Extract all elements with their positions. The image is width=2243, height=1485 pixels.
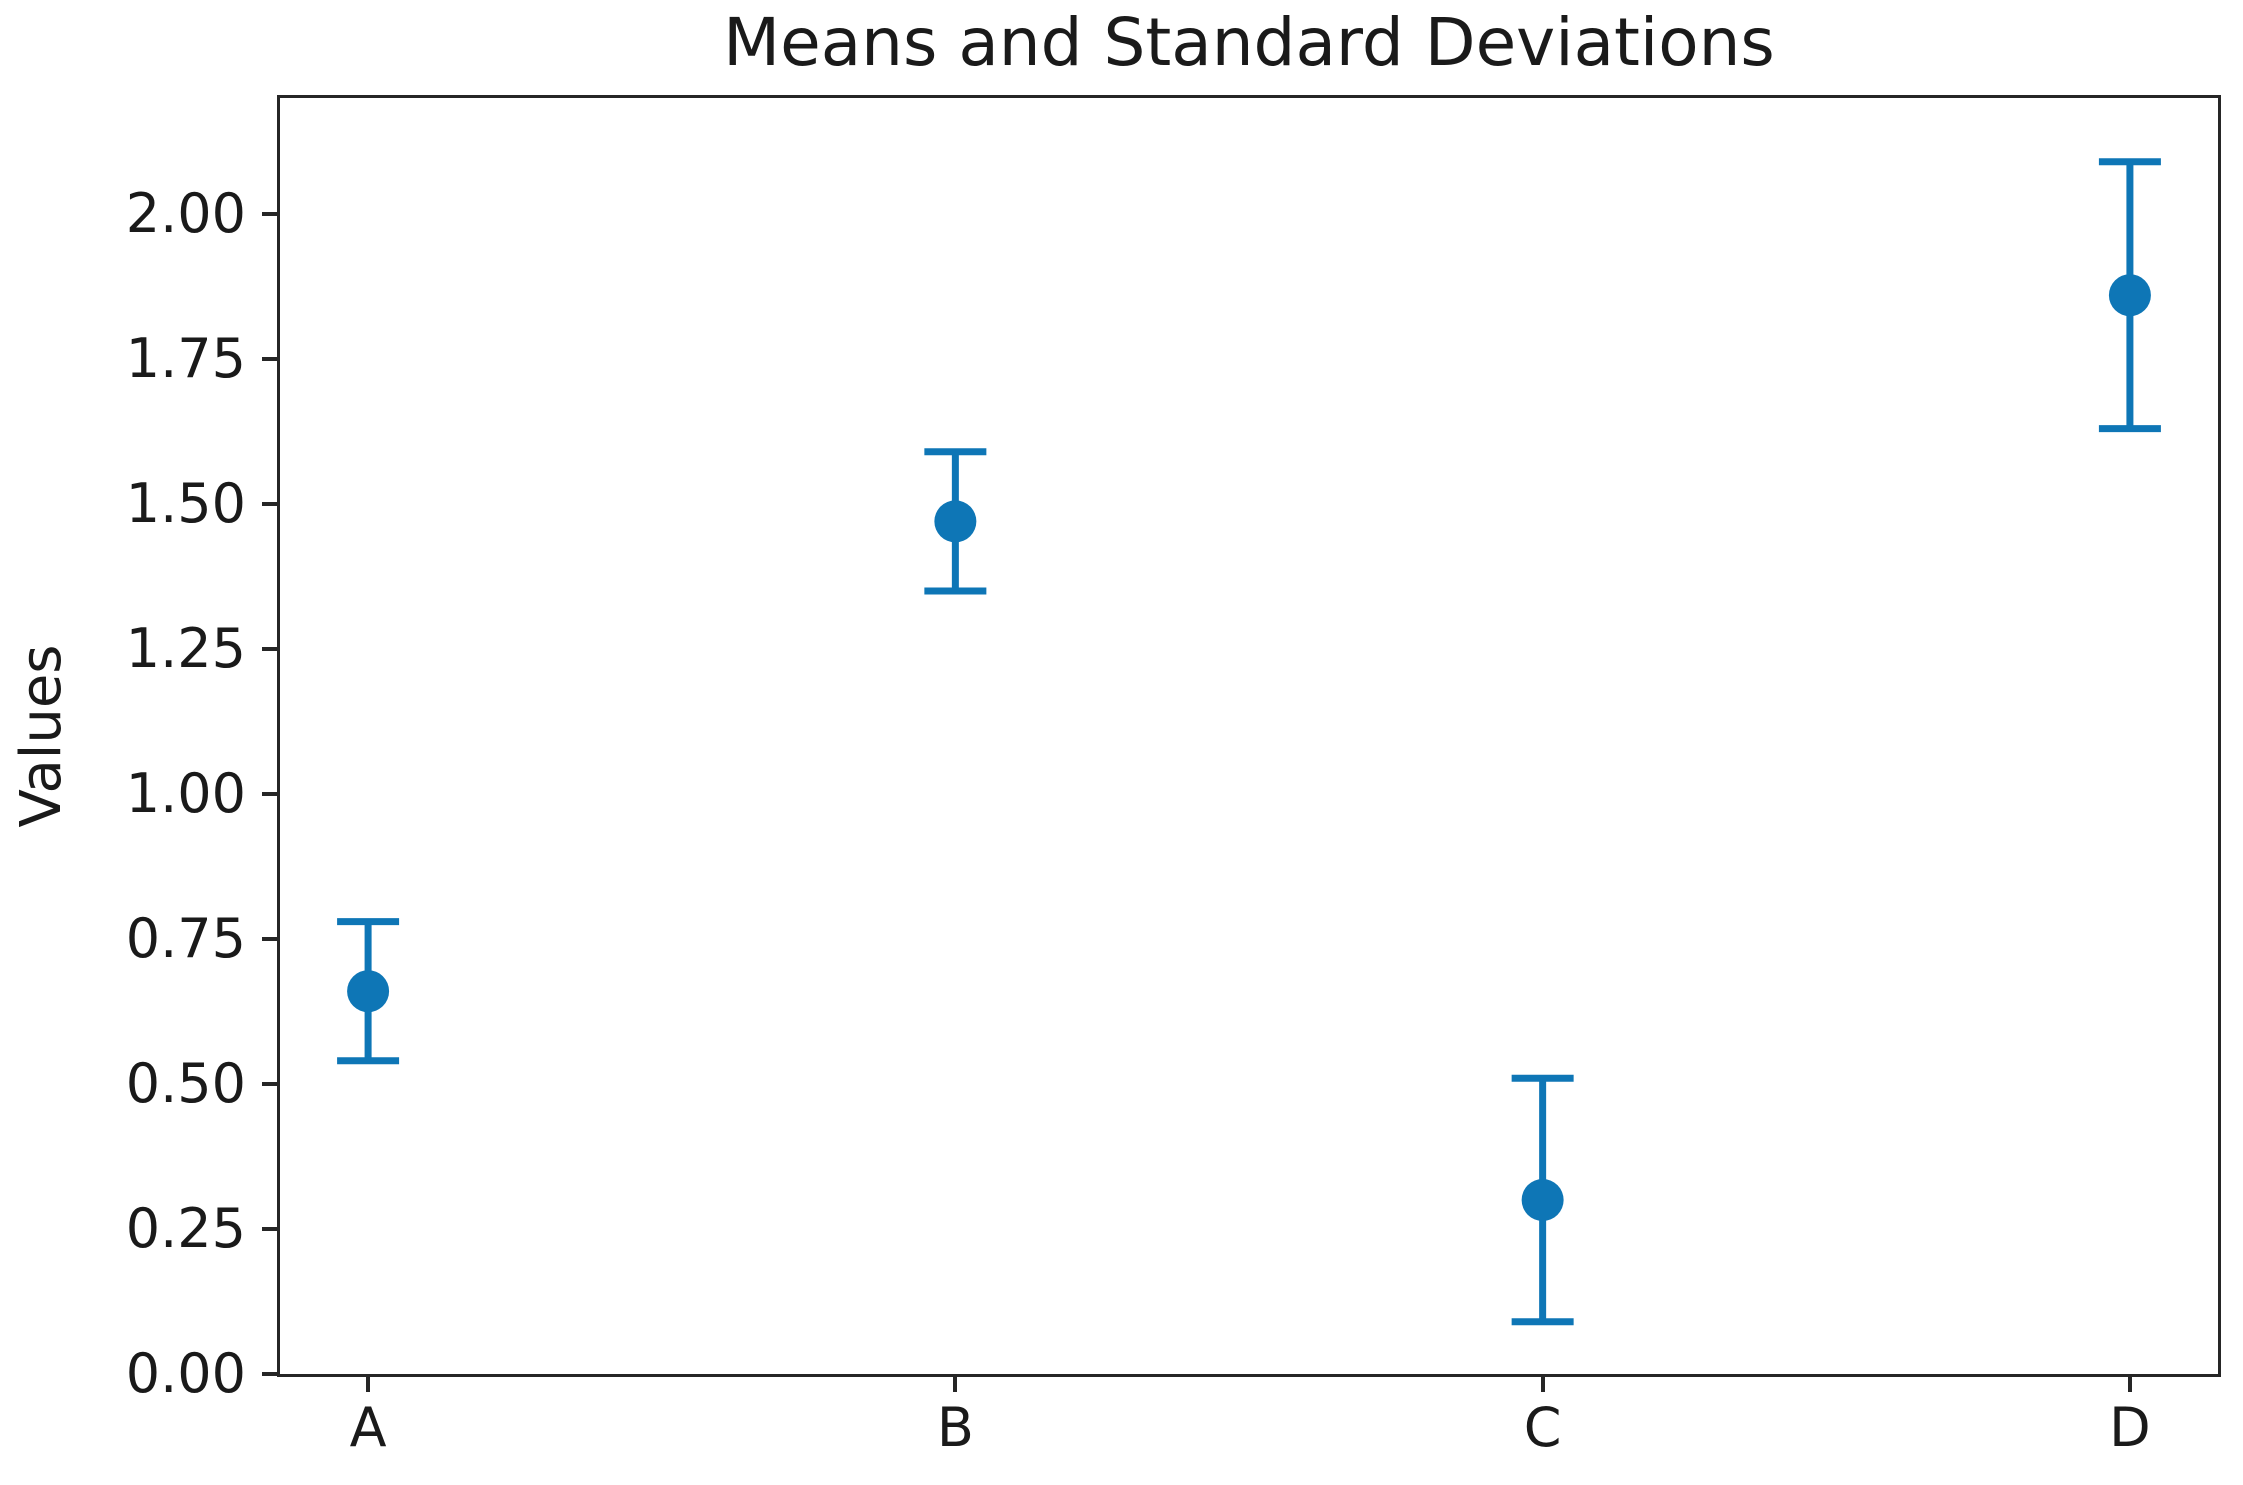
x-tick-mark [953, 1377, 958, 1392]
x-tick-label-B: B [936, 1396, 974, 1459]
y-tick-mark [262, 357, 277, 361]
x-tick-mark [366, 1377, 371, 1392]
y-tick-label: 1.00 [125, 762, 246, 825]
x-tick-mark [2127, 1377, 2132, 1392]
y-tick-label: 0.50 [125, 1052, 246, 1115]
y-tick-mark [262, 212, 277, 216]
x-tick-label-C: C [1523, 1396, 1562, 1459]
chart-title: Means and Standard Deviations [723, 4, 1775, 81]
mean-marker [347, 970, 390, 1013]
y-tick-mark [262, 1082, 277, 1086]
y-tick-mark [262, 792, 277, 796]
x-tick-mark [1540, 1377, 1545, 1392]
x-tick-label-A: A [349, 1396, 387, 1459]
mean-marker [2108, 274, 2151, 317]
x-tick-label-D: D [2109, 1396, 2151, 1459]
y-tick-label: 0.75 [125, 907, 246, 970]
y-tick-label: 0.25 [125, 1197, 246, 1260]
plot-area [277, 95, 2221, 1377]
y-tick-mark [262, 1372, 277, 1376]
y-tick-mark [262, 937, 277, 941]
errorbar-point-B [924, 448, 987, 595]
y-tick-mark [262, 1227, 277, 1231]
y-tick-mark [262, 502, 277, 506]
y-tick-label: 1.75 [125, 327, 246, 390]
y-tick-mark [262, 647, 277, 651]
errorbar-point-C [1511, 1074, 1574, 1326]
y-tick-label: 2.00 [125, 182, 246, 245]
errorbar-point-D [2098, 158, 2161, 433]
y-tick-label: 1.50 [125, 472, 246, 535]
y-tick-label: 0.00 [125, 1342, 246, 1405]
errorbar-point-A [337, 918, 400, 1065]
mean-marker [1521, 1179, 1564, 1221]
mean-marker [934, 500, 977, 543]
errorbar-plot [337, 158, 2161, 1326]
y-tick-label: 1.25 [125, 617, 246, 680]
